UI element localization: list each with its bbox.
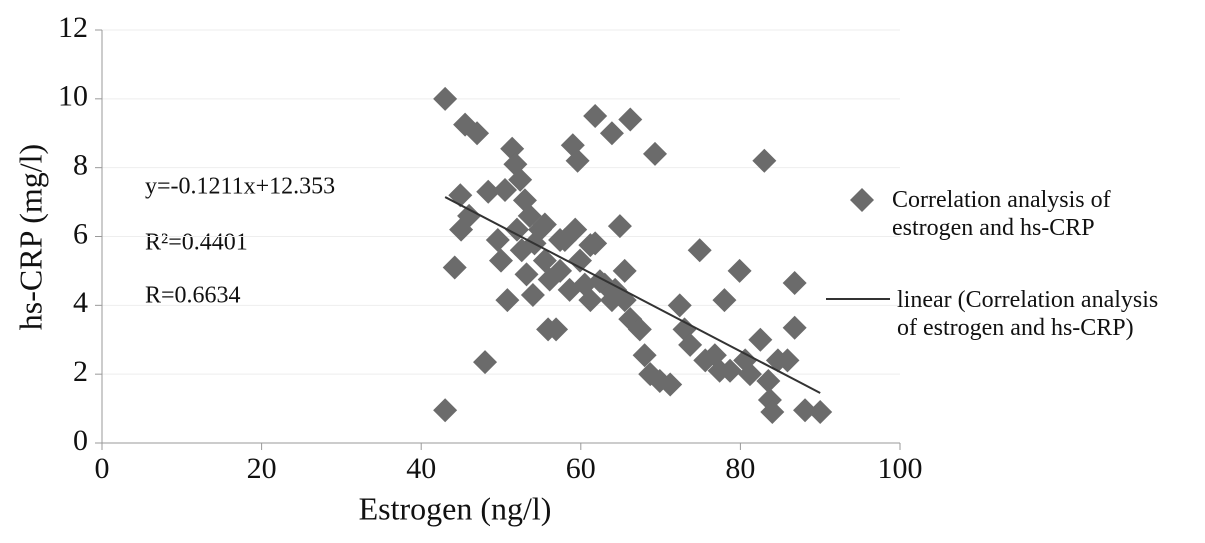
legend-marker: [850, 188, 874, 212]
x-axis-label: Estrogen (ng/l): [359, 490, 552, 526]
y-tick-label: 8: [73, 149, 88, 182]
r-squared: R²=0.4401: [145, 230, 248, 256]
scatter-point: [748, 327, 773, 352]
trend-line: [444, 196, 821, 394]
y-tick-label: 10: [58, 80, 88, 113]
scatter-point: [607, 214, 632, 239]
scatter-point: [632, 343, 657, 368]
scatter-point: [727, 258, 752, 283]
scatter-point: [583, 231, 608, 256]
scatter-point: [568, 248, 593, 273]
scatter-point: [718, 358, 743, 383]
y-tick-label: 6: [73, 217, 88, 250]
scatter-point: [658, 372, 683, 397]
x-tick-label: 20: [247, 452, 277, 485]
equation: y=-0.1211x+12.353: [145, 174, 335, 200]
scatter-point: [504, 217, 529, 242]
scatter-point: [643, 141, 668, 166]
scatter-point: [544, 317, 569, 342]
legend-entry: Correlation analysis of estrogen and hs-…: [892, 187, 1111, 241]
legend-entry: linear (Correlation analysis of estrogen…: [897, 287, 1159, 341]
scatter-point: [457, 203, 482, 228]
scatter-point: [532, 212, 557, 237]
scatter-point: [485, 227, 510, 252]
scatter-point: [712, 288, 737, 313]
x-tick-label: 0: [95, 452, 110, 485]
x-tick-label: 60: [566, 452, 596, 485]
scatter-point: [808, 400, 833, 425]
scatter-point: [667, 293, 692, 318]
scatter-point: [492, 178, 517, 203]
y-tick-label: 0: [73, 424, 88, 457]
scatter-point: [583, 104, 608, 129]
x-tick-label: 40: [406, 452, 436, 485]
x-tick-label: 80: [725, 452, 755, 485]
scatter-point: [489, 248, 513, 273]
y-axis-label: hs-CRP (mg/l): [12, 144, 48, 330]
scatter-point: [500, 136, 525, 161]
scatter-point: [793, 398, 818, 423]
scatter-point: [433, 398, 458, 423]
scatter-point: [563, 217, 588, 242]
scatter-point: [565, 148, 590, 173]
scatter-point: [752, 148, 777, 173]
scatter-point: [495, 288, 520, 313]
scatter-point: [760, 400, 785, 425]
r-value: R=0.6634: [145, 283, 241, 309]
y-tick-label: 2: [73, 355, 88, 388]
scatter-point: [737, 362, 762, 387]
y-tick-label: 12: [58, 11, 88, 44]
y-tick-label: 4: [73, 286, 88, 319]
scatter-point: [578, 288, 603, 313]
scatter-point: [678, 332, 703, 357]
scatter-point: [465, 121, 490, 146]
scatter-point: [442, 255, 467, 280]
scatter-point: [508, 167, 533, 192]
scatter-point: [433, 86, 458, 111]
scatter-point: [782, 270, 807, 295]
scatter-point: [612, 258, 637, 283]
scatter-point: [520, 283, 545, 308]
scatter-point: [687, 238, 712, 263]
scatter-point: [627, 317, 652, 342]
scatter-point: [618, 107, 643, 132]
scatter-point: [514, 262, 539, 287]
x-tick-label: 100: [878, 452, 923, 485]
scatter-point: [599, 121, 624, 146]
scatter-point: [448, 183, 473, 208]
scatter-point: [473, 350, 498, 375]
scatter-point: [548, 227, 573, 252]
scatter-point: [756, 369, 781, 394]
scatter-point: [537, 267, 562, 292]
scatter-point: [599, 288, 624, 313]
scatter-point: [775, 348, 800, 373]
scatter-point: [476, 179, 501, 204]
scatter-point: [532, 248, 557, 273]
scatter-point: [782, 315, 807, 340]
